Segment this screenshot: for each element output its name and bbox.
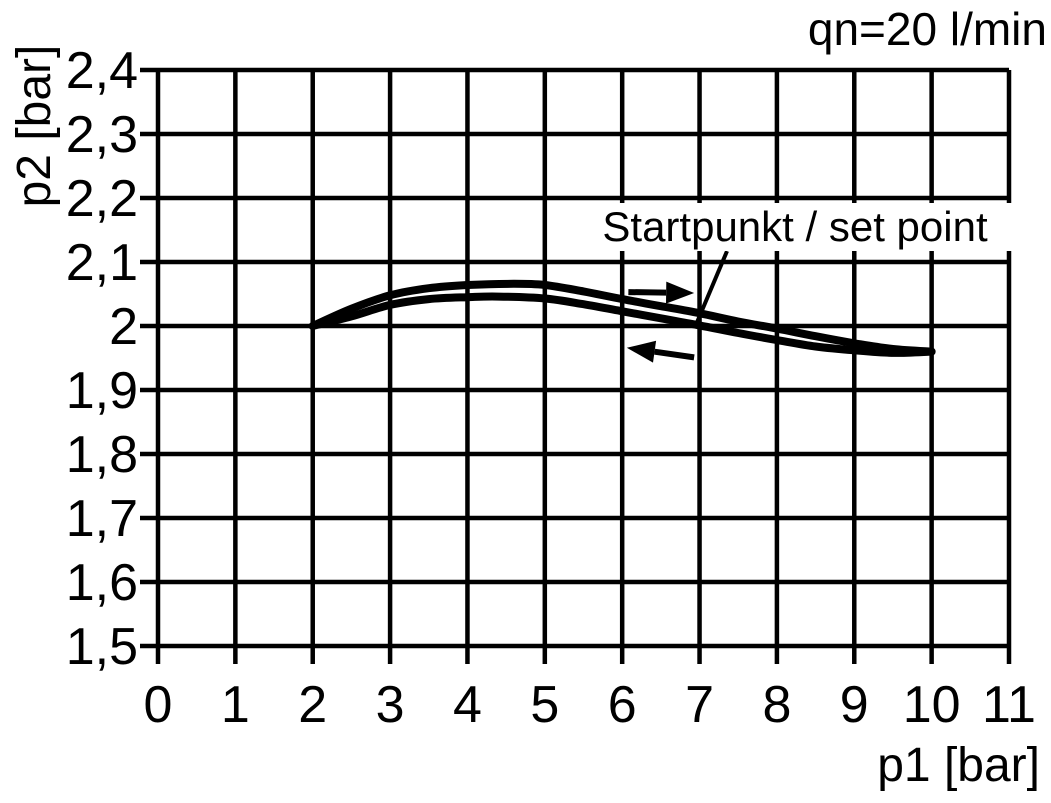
setpoint-leader-line [695, 250, 729, 323]
y-tick-label: 1,8 [66, 426, 138, 484]
setpoint-annotation: Startpunkt / set point [566, 203, 1024, 251]
x-tick-label: 3 [376, 676, 405, 734]
y-tick-label: 2 [109, 298, 138, 356]
x-tick-label: 0 [144, 676, 173, 734]
y-tick-label: 1,5 [66, 618, 138, 676]
y-tick-label: 2,4 [66, 42, 138, 100]
x-axis-title: p1 [bar] [877, 739, 1040, 792]
x-tick-label: 8 [762, 676, 791, 734]
x-tick-label: 1 [221, 676, 250, 734]
curve-upper-branch-increasing-p1 [308, 279, 936, 356]
x-tick-label: 4 [453, 676, 482, 734]
x-tick-label: 6 [608, 676, 637, 734]
x-tick-label: 11 [982, 676, 1036, 734]
direction-arrow-right-shaft [628, 289, 667, 296]
direction-arrow-left-head [626, 340, 657, 363]
x-tick-label: 9 [840, 676, 869, 734]
curve-lower-branch-decreasing-p1 [308, 292, 936, 357]
x-tick-label: 5 [530, 676, 559, 734]
y-tick-label: 1,7 [66, 490, 138, 548]
flow-rate-annotation: qn=20 l/min [807, 3, 1047, 55]
x-tick-label: 7 [685, 676, 714, 734]
direction-arrow-left-shaft [654, 348, 695, 361]
x-tick-label: 10 [903, 676, 961, 734]
y-axis-title: p2 [bar] [8, 44, 61, 208]
y-tick-label: 2,2 [66, 170, 138, 228]
x-tick-label: 2 [298, 676, 327, 734]
y-tick-label: 2,1 [66, 234, 138, 292]
y-tick-label: 1,6 [66, 554, 138, 612]
direction-arrow-right-head [666, 281, 695, 304]
y-tick-label: 2,3 [66, 106, 138, 164]
y-tick-label: 1,9 [66, 362, 138, 420]
